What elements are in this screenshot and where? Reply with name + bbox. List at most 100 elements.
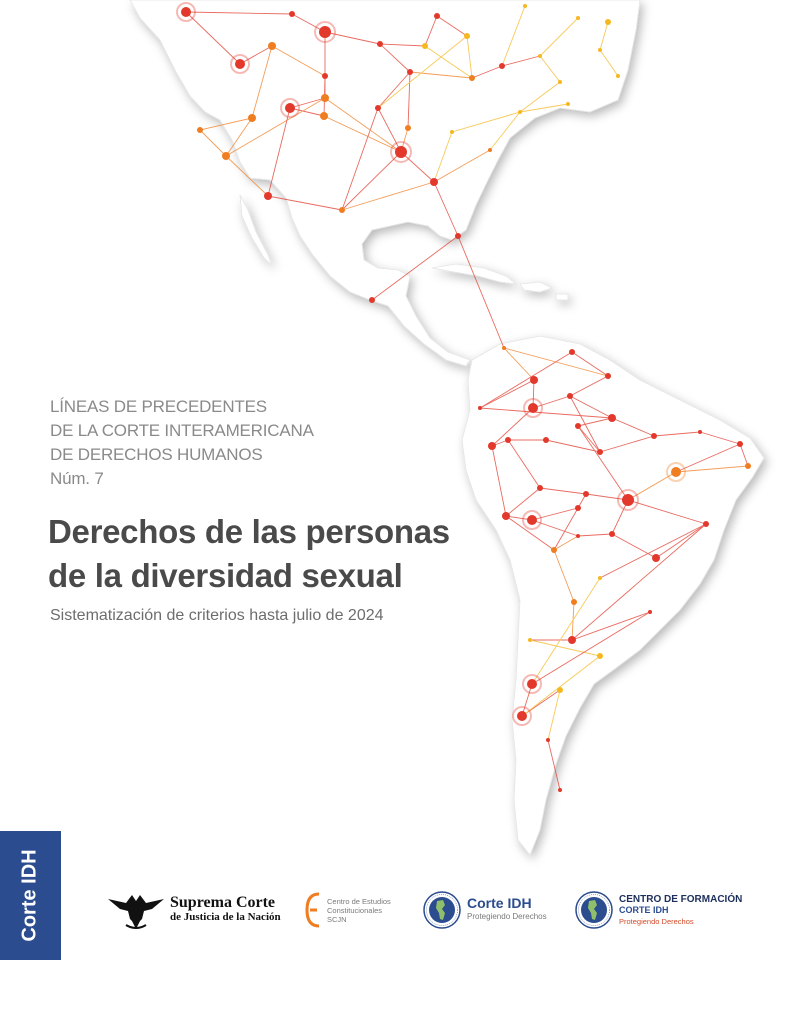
series-label: LÍNEAS DE PRECEDENTES DE LA CORTE INTERA… xyxy=(50,395,314,491)
network-edge xyxy=(569,375,609,397)
network-node-halo xyxy=(230,54,250,74)
network-edge xyxy=(569,395,613,419)
network-edge xyxy=(627,499,707,525)
network-node xyxy=(698,430,702,434)
network-edge xyxy=(424,45,473,79)
scjn-name-line-2: de Justicia de la Nación xyxy=(170,911,281,923)
network-node xyxy=(608,414,616,422)
scjn-name-line-1: Suprema Corte xyxy=(170,894,276,911)
network-node xyxy=(285,103,295,113)
network-edge xyxy=(571,611,651,641)
network-node xyxy=(745,463,751,469)
network-node-halo xyxy=(523,398,543,418)
network-edge xyxy=(501,55,541,67)
network-node xyxy=(502,346,506,350)
network-edge xyxy=(239,45,273,65)
network-edge xyxy=(521,683,533,717)
network-edge xyxy=(489,111,521,151)
network-node-halo xyxy=(617,489,639,511)
network-edge xyxy=(451,111,521,133)
network-node xyxy=(502,512,510,520)
network-edge xyxy=(291,13,326,33)
network-node xyxy=(422,43,428,49)
network-node xyxy=(609,531,615,537)
continent-shapes xyxy=(129,0,765,856)
network-node xyxy=(488,148,492,152)
network-node xyxy=(488,442,496,450)
network-edge xyxy=(225,97,326,157)
network-edge xyxy=(409,71,473,79)
network-edge xyxy=(531,519,579,537)
network-edge xyxy=(199,129,227,157)
network-edge xyxy=(491,445,507,517)
network-node xyxy=(597,449,603,455)
network-edge xyxy=(341,107,379,211)
network-node xyxy=(558,788,562,792)
corte-idh-side-tab: Corte IDH xyxy=(0,831,61,960)
network-edge xyxy=(225,117,253,157)
network-edge xyxy=(407,71,411,129)
network-node xyxy=(538,54,542,58)
network-edge xyxy=(529,639,601,657)
network-node-halo xyxy=(176,2,196,22)
network-node xyxy=(651,433,657,439)
hispaniola-shape xyxy=(519,281,554,293)
network-edge xyxy=(289,107,325,117)
network-edge xyxy=(577,425,601,453)
network-node xyxy=(450,130,454,134)
network-edge xyxy=(675,443,741,473)
network-node xyxy=(569,349,575,355)
network-node xyxy=(537,485,543,491)
network-node xyxy=(557,687,563,693)
network-node xyxy=(319,26,331,38)
network-edge xyxy=(532,395,571,409)
network-node xyxy=(576,16,580,20)
network-nodes xyxy=(176,2,751,792)
network-node xyxy=(320,112,328,120)
corte-idh-tagline: Protegiendo Derechos xyxy=(467,912,547,921)
network-node xyxy=(518,110,522,114)
network-edge xyxy=(491,407,534,447)
network-edge xyxy=(324,31,381,45)
network-node xyxy=(455,233,461,239)
network-node xyxy=(464,33,470,39)
network-node-halo xyxy=(522,510,542,530)
network-node xyxy=(567,393,573,399)
network-edge xyxy=(653,431,701,437)
globe-seal-icon xyxy=(423,891,461,929)
network-edge xyxy=(577,417,613,427)
network-edge xyxy=(553,535,579,551)
network-edge xyxy=(611,499,629,535)
network-node xyxy=(648,610,652,614)
network-edge xyxy=(289,97,326,109)
network-edge xyxy=(377,35,468,109)
network-node xyxy=(469,75,475,81)
network-edge xyxy=(571,351,609,377)
cf-line-1: CENTRO DE FORMACIÓN xyxy=(619,893,743,905)
network-edge xyxy=(379,43,411,73)
network-node xyxy=(703,521,709,527)
network-edge xyxy=(585,493,629,501)
network-node-halo xyxy=(666,462,686,482)
network-edge xyxy=(739,443,749,467)
network-node xyxy=(528,638,532,642)
network-node xyxy=(523,4,527,8)
network-edge xyxy=(433,149,491,183)
network-edge xyxy=(577,425,629,501)
network-edge xyxy=(433,181,459,237)
network-edge xyxy=(503,347,535,381)
network-node xyxy=(597,653,603,659)
network-node xyxy=(616,74,620,78)
network-node xyxy=(235,59,245,69)
network-edge xyxy=(324,97,402,153)
network-node xyxy=(528,403,538,413)
network-node xyxy=(558,80,562,84)
north-america-shape xyxy=(129,0,641,367)
network-node xyxy=(430,178,438,186)
globe-seal-icon xyxy=(575,891,613,929)
network-node xyxy=(527,679,537,689)
network-node xyxy=(605,373,611,379)
network-edge xyxy=(267,195,343,211)
network-node xyxy=(395,146,407,158)
